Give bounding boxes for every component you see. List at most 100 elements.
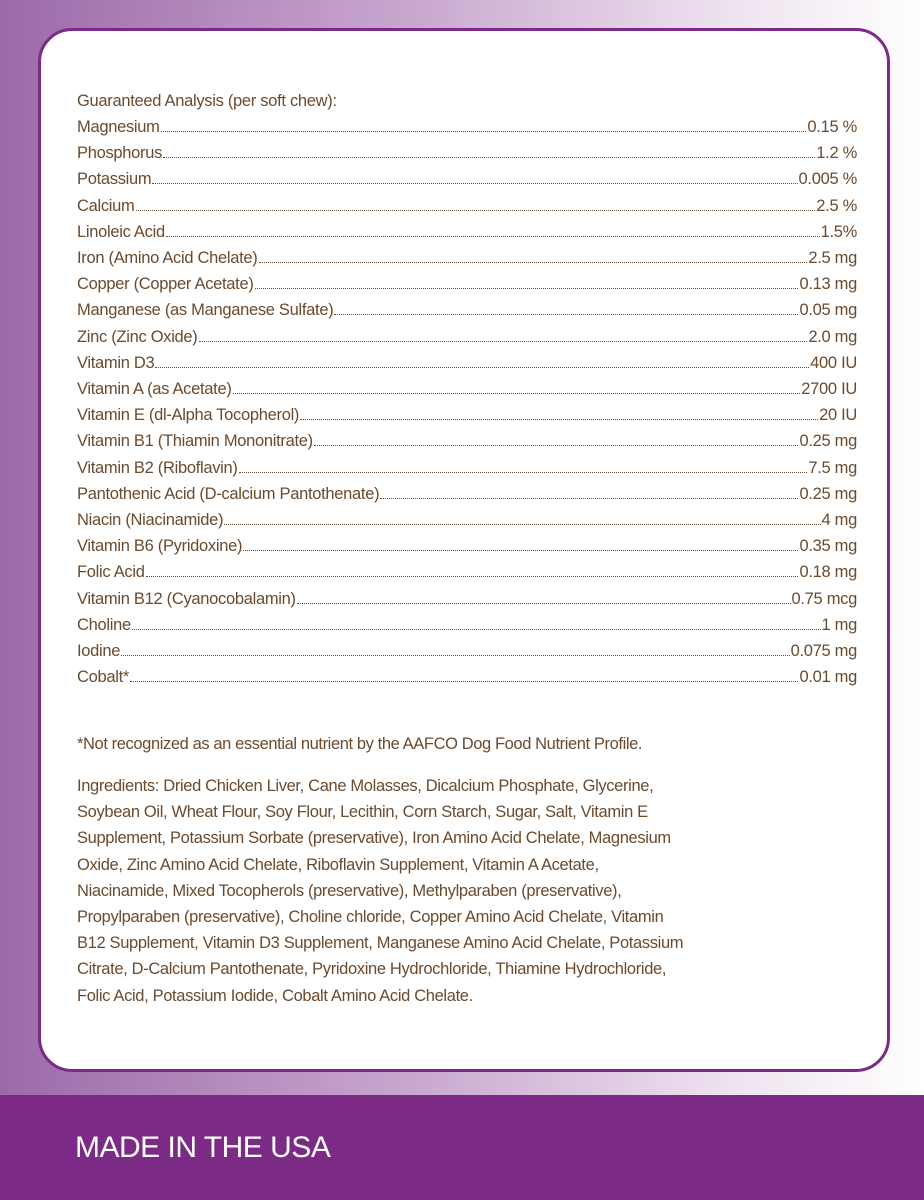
nutrient-value: 0.01 mg [799,668,857,687]
nutrient-row: Vitamin A (as Acetate) 2700 IU [77,376,857,402]
dot-leader [130,681,799,683]
dot-leader [254,288,799,290]
nutrient-row: Copper (Copper Acetate) 0.13 mg [77,271,857,297]
dot-leader [224,524,821,526]
footer-band: MADE IN THE USA [0,1095,924,1200]
nutrient-row: Vitamin B12 (Cyanocobalamin) 0.75 mcg [77,586,857,612]
nutrient-name: Magnesium [77,118,160,136]
dot-leader [334,314,799,316]
nutrient-value: 1.5% [820,222,858,241]
nutrient-row: Phosphorus 1.2 % [77,140,857,166]
nutrient-name: Niacin (Niacinamide) [77,511,224,530]
nutrient-name: Phosphorus [77,144,163,163]
nutrient-name: Manganese (as Manganese Sulfate) [77,301,334,320]
nutrient-name: Cobalt* [77,668,130,687]
nutrient-value: 0.25 mg [799,484,857,503]
nutrient-row: Vitamin B1 (Thiamin Mononitrate) 0.25 mg [77,428,857,454]
nutrient-row: Magnesium 0.15 % [77,114,857,140]
dot-leader [258,262,808,264]
nutrient-name: Iodine [77,642,121,661]
nutrient-value: 0.075 mg [790,642,858,661]
made-in-usa-label: MADE IN THE USA [75,1131,331,1164]
guaranteed-analysis: Guaranteed Analysis (per soft chew): Mag… [77,88,857,690]
nutrient-value: 0.75 mcg [791,589,858,608]
dot-leader [160,131,807,132]
dot-leader [198,340,808,342]
dot-leader [145,576,799,578]
nutrient-row: Cobalt* 0.01 mg [77,664,857,690]
nutrient-row: Vitamin B2 (Riboflavin) 7.5 mg [77,455,857,481]
nutrient-row: Pantothenic Acid (D-calcium Pantothenate… [77,481,857,507]
nutrient-row: Iron (Amino Acid Chelate) 2.5 mg [77,245,857,271]
nutrient-name: Folic Acid [77,563,145,582]
nutrient-value: 0.005 % [798,170,858,189]
nutrient-name: Calcium [77,196,135,215]
nutrient-row: Calcium 2.5 % [77,193,857,219]
dot-leader [300,419,819,421]
nutrient-value: 1 mg [821,615,858,634]
nutrient-row: Vitamin E (dl-Alpha Tocopherol) 20 IU [77,402,857,428]
nutrient-value: 0.18 mg [799,563,857,582]
ingredients-list: Ingredients: Dried Chicken Liver, Cane M… [77,773,867,1009]
nutrient-row: Zinc (Zinc Oxide) 2.0 mg [77,324,857,350]
nutrient-row: Manganese (as Manganese Sulfate) 0.05 mg [77,297,857,323]
dot-leader [380,497,799,499]
nutrient-value: 0.25 mg [799,432,857,451]
analysis-table: Magnesium 0.15 % Phosphorus 1.2 % Potassium 0… [77,114,857,690]
dot-leader [121,655,790,657]
nutrient-value: 2700 IU [801,380,857,399]
nutrient-value: 7.5 mg [808,458,857,477]
nutrient-value: 2.5 mg [808,249,857,268]
nutrient-row: Vitamin D3 400 IU [77,350,857,376]
nutrient-name: Linoleic Acid [77,222,165,241]
dot-leader [165,235,820,237]
dot-leader [155,366,810,368]
ingredients-line: Oxide, Zinc Amino Acid Chelate, Riboflav… [77,855,599,874]
ingredients-line: Ingredients: Dried Chicken Liver, Cane M… [77,777,654,795]
nutrient-name: Vitamin A (as Acetate) [77,380,232,399]
nutrient-name: Vitamin B12 (Cyanocobalamin) [77,589,296,608]
nutrient-row: Potassium 0.005 % [77,166,857,192]
dot-leader [163,157,816,159]
ingredients-line: Soybean Oil, Wheat Flour, Soy Flour, Lec… [77,803,648,822]
ingredients-line: Niacinamide, Mixed Tocopherols (preserva… [77,881,622,900]
footnote: *Not recognized as an essential nutrient… [77,735,643,753]
nutrient-name: Vitamin B2 (Riboflavin) [77,458,238,477]
nutrient-row: Niacin (Niacinamide) 4 mg [77,507,857,533]
nutrient-value: 4 mg [821,511,858,530]
analysis-heading: Guaranteed Analysis (per soft chew): [77,92,337,110]
dot-leader [238,471,808,473]
nutrient-value: 0.35 mg [799,537,857,556]
nutrient-name: Zinc (Zinc Oxide) [77,327,198,346]
nutrient-row: Linoleic Acid 1.5% [77,219,857,245]
nutrient-value: 1.2 % [816,144,857,163]
dot-leader [296,602,791,604]
nutrient-row: Iodine 0.075 mg [77,638,857,664]
dot-leader [152,183,798,185]
dot-leader [313,445,799,447]
nutrient-name: Copper (Copper Acetate) [77,275,254,294]
nutrient-row: Choline 1 mg [77,612,857,638]
nutrient-value: 0.13 mg [799,275,857,294]
ingredients-line: B12 Supplement, Vitamin D3 Supplement, M… [77,934,684,953]
nutrient-value: 400 IU [810,353,857,372]
nutrient-name: Iron (Amino Acid Chelate) [77,249,258,268]
nutrient-name: Choline [77,615,131,634]
ingredients-line: Propylparaben (preservative), Choline ch… [77,908,664,927]
nutrient-name: Vitamin D3 [77,353,155,372]
ingredients-line: Supplement, Potassium Sorbate (preservat… [77,829,671,848]
nutrient-value: 0.05 mg [799,301,857,320]
dot-leader [243,550,799,552]
ingredients-line: Folic Acid, Potassium Iodide, Cobalt Ami… [77,986,473,1005]
nutrient-value: 2.5 % [816,196,857,215]
nutrient-value: 2.0 mg [808,327,857,346]
nutrient-name: Potassium [77,170,152,189]
nutrient-value: 20 IU [819,406,857,425]
nutrient-row: Folic Acid 0.18 mg [77,559,857,585]
nutrient-name: Vitamin E (dl-Alpha Tocopherol) [77,406,300,425]
analysis-card: Guaranteed Analysis (per soft chew): Mag… [38,28,890,1072]
dot-leader [135,209,816,211]
nutrient-name: Vitamin B1 (Thiamin Mononitrate) [77,432,313,451]
ingredients-line: Citrate, D-Calcium Pantothenate, Pyridox… [77,960,667,979]
nutrient-value: 0.15 % [807,118,857,136]
